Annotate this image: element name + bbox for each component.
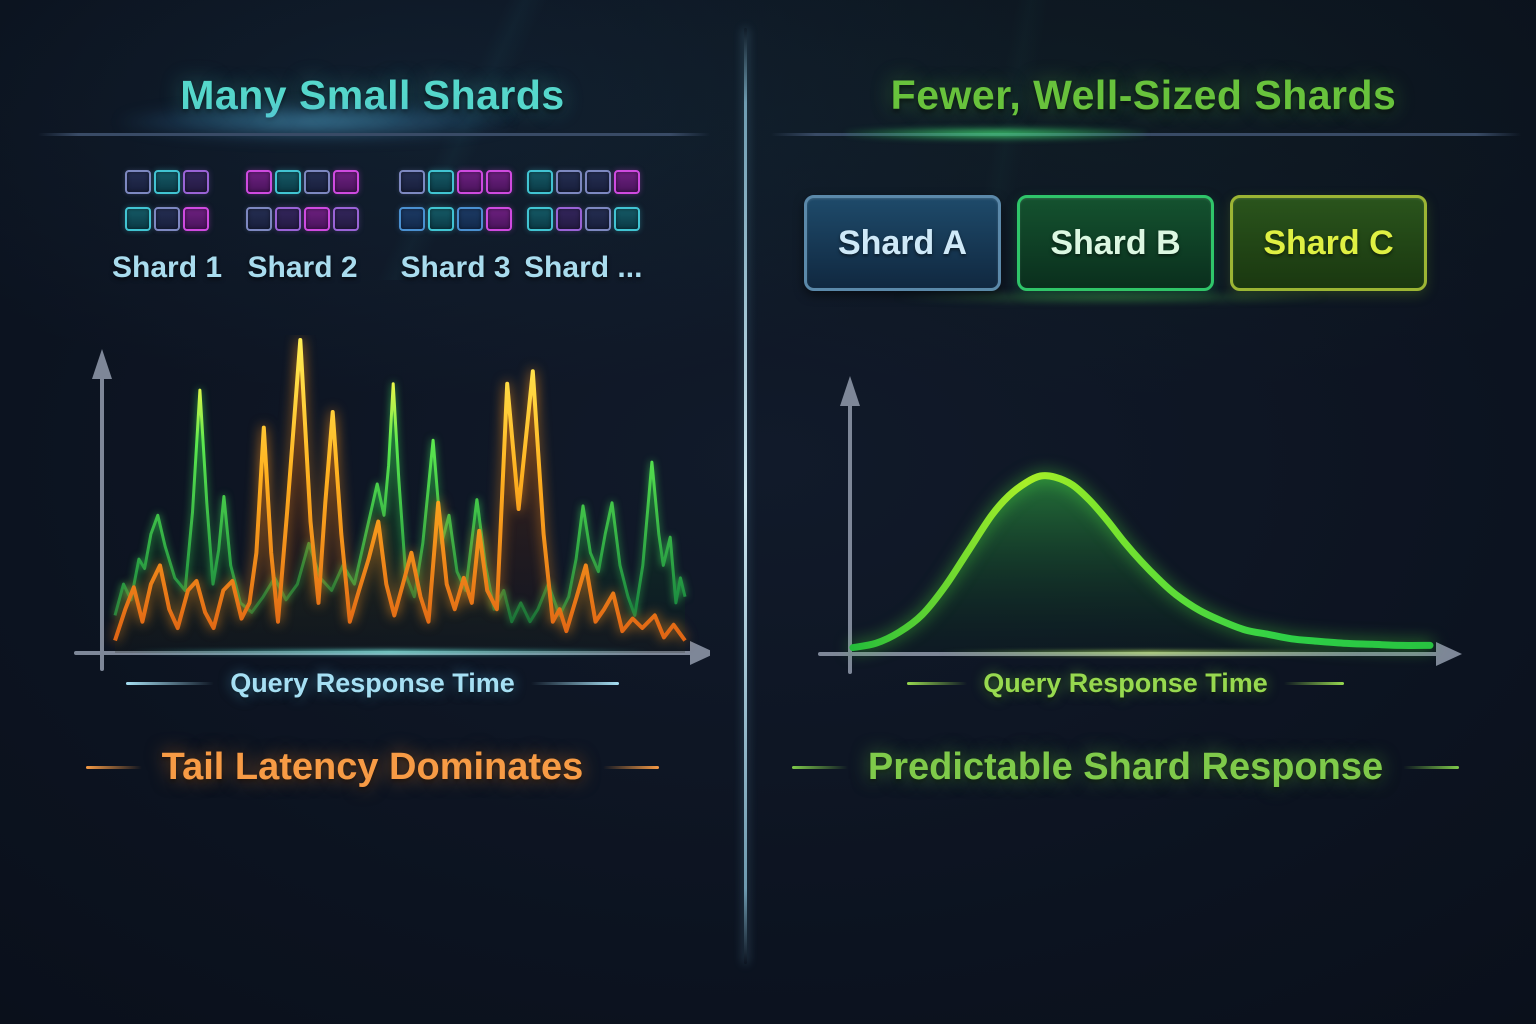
shard-group: Shard 1 [112, 170, 222, 285]
shard-square-navy [584, 207, 611, 231]
shard-group-label: Shard 1 [112, 251, 223, 284]
axis-dash-left [126, 682, 215, 685]
axis-dash-right [1283, 682, 1344, 685]
right-panel: Fewer, Well-Sized Shards Shard A Shard B… [751, 0, 1536, 1024]
bell-curve-chart-svg [818, 376, 1462, 674]
shard-square-magenta [304, 207, 331, 231]
tail-latency-chart [60, 335, 716, 680]
shard-group: Shard ... [524, 170, 642, 285]
caption-dash-left [791, 766, 848, 769]
shard-square-navy [555, 170, 582, 194]
right-axis-label: Query Response Time [983, 668, 1268, 698]
shard-square-grid [526, 170, 640, 231]
shard-square-magenta [183, 207, 210, 231]
tail-latency-chart-svg [74, 338, 716, 671]
shard-square-purple [275, 207, 302, 231]
shard-a-button: Shard A [804, 195, 1001, 291]
caption-dash-right [603, 766, 660, 769]
shard-square-purple [183, 170, 210, 194]
right-caption: Predictable Shard Response [867, 746, 1384, 788]
shard-square-teal [428, 170, 455, 194]
right-title-underline [771, 133, 1521, 136]
buttons-glow [891, 293, 1331, 302]
y-axis-arrow-icon [840, 376, 860, 406]
shard-square-magenta [486, 170, 513, 194]
shard-square-navy [246, 207, 273, 231]
left-title-underline [38, 133, 710, 136]
shard-b-button: Shard B [1017, 195, 1214, 291]
shard-square-grid [246, 170, 360, 231]
shard-square-magenta [486, 207, 513, 231]
right-panel-title: Fewer, Well-Sized Shards [890, 72, 1397, 118]
shard-group: Shard 2 [246, 170, 360, 285]
shard-square-navy [125, 170, 152, 194]
shard-buttons-row: Shard A Shard B Shard C [804, 195, 1427, 291]
shard-square-teal [154, 170, 181, 194]
right-axis-label-row: Query Response Time [733, 668, 1518, 699]
bell-curve-line [849, 472, 1434, 652]
caption-dash-right [1403, 766, 1460, 769]
shard-group: Shard 3 [399, 170, 513, 285]
axis-dash-left [907, 682, 968, 685]
shard-square-blue [457, 207, 484, 231]
shard-square-magenta [457, 170, 484, 194]
shard-c-button: Shard C [1230, 195, 1427, 291]
x-axis-arrow-icon [690, 641, 716, 665]
shard-square-navy [584, 170, 611, 194]
bell-curve-chart [810, 360, 1470, 680]
left-caption: Tail Latency Dominates [161, 746, 584, 788]
shard-square-grid [399, 170, 513, 231]
axis-dash-right [530, 682, 619, 685]
shard-group-label: Shard 2 [247, 251, 358, 284]
orange-series-line [113, 338, 687, 642]
shard-square-teal [125, 207, 152, 231]
right-caption-row: Predictable Shard Response [733, 746, 1518, 789]
shard-square-teal [526, 207, 553, 231]
left-axis-label-row: Query Response Time [0, 668, 745, 699]
shard-square-purple [333, 207, 360, 231]
orange-series-fill [115, 340, 685, 653]
shard-group-label: Shard ... [524, 251, 643, 284]
left-panel-title: Many Small Shards [180, 72, 565, 118]
shard-square-blue [399, 207, 426, 231]
shard-square-teal [526, 170, 553, 194]
shard-square-teal [275, 170, 302, 194]
shard-square-teal [428, 207, 455, 231]
shard-square-navy [154, 207, 181, 231]
caption-dash-left [85, 766, 142, 769]
shard-square-grid [125, 170, 210, 231]
x-axis-glow [940, 651, 1360, 655]
center-divider [744, 28, 747, 964]
shard-group-label: Shard 3 [400, 251, 511, 284]
left-caption-row: Tail Latency Dominates [0, 746, 745, 789]
shard-square-navy [399, 170, 426, 194]
shard-square-purple [555, 207, 582, 231]
shard-square-teal [613, 207, 640, 231]
shard-grid: Shard 1 Shard 2 Shard 3 Shard ... [112, 170, 642, 285]
x-axis-glow [130, 650, 650, 654]
green-series-fill [115, 383, 685, 653]
shard-square-magenta [246, 170, 273, 194]
shard-square-magenta [613, 170, 640, 194]
x-axis-arrow-icon [1436, 642, 1462, 666]
shard-square-navy [304, 170, 331, 194]
y-axis-arrow-icon [92, 349, 112, 379]
left-axis-label: Query Response Time [230, 668, 515, 698]
shard-square-magenta [333, 170, 360, 194]
